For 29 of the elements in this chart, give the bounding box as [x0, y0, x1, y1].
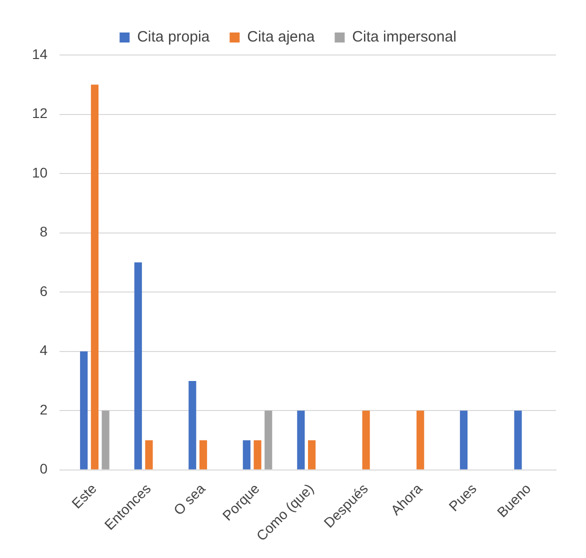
x-tick-label: O sea — [170, 480, 208, 518]
bar — [308, 440, 316, 470]
bar — [264, 410, 272, 470]
bar — [362, 410, 370, 470]
y-tick-label: 4 — [40, 342, 48, 358]
y-tick-label: 14 — [32, 46, 48, 62]
bar — [242, 440, 250, 470]
bar — [80, 351, 88, 470]
bar — [134, 262, 142, 470]
y-tick-label: 2 — [40, 401, 48, 418]
bar — [199, 440, 208, 470]
y-tick-label: 12 — [32, 105, 48, 122]
y-tick-label: 6 — [40, 282, 48, 299]
legend-label: Cita ajena — [247, 28, 316, 46]
bar — [416, 410, 424, 470]
legend-label: Cita impersonal — [352, 28, 456, 46]
bar — [514, 410, 522, 470]
bar — [188, 380, 196, 470]
bar — [102, 410, 110, 470]
bar — [460, 410, 468, 470]
x-tick-label: Este — [68, 480, 100, 512]
y-tick-label: 10 — [32, 164, 48, 180]
legend-label: Cita propia — [137, 28, 210, 46]
bar — [145, 440, 153, 470]
bar — [297, 410, 305, 470]
bar — [90, 84, 99, 470]
bar — [254, 440, 262, 470]
y-tick-label: 8 — [40, 224, 48, 240]
y-tick-label: 0 — [40, 460, 48, 477]
